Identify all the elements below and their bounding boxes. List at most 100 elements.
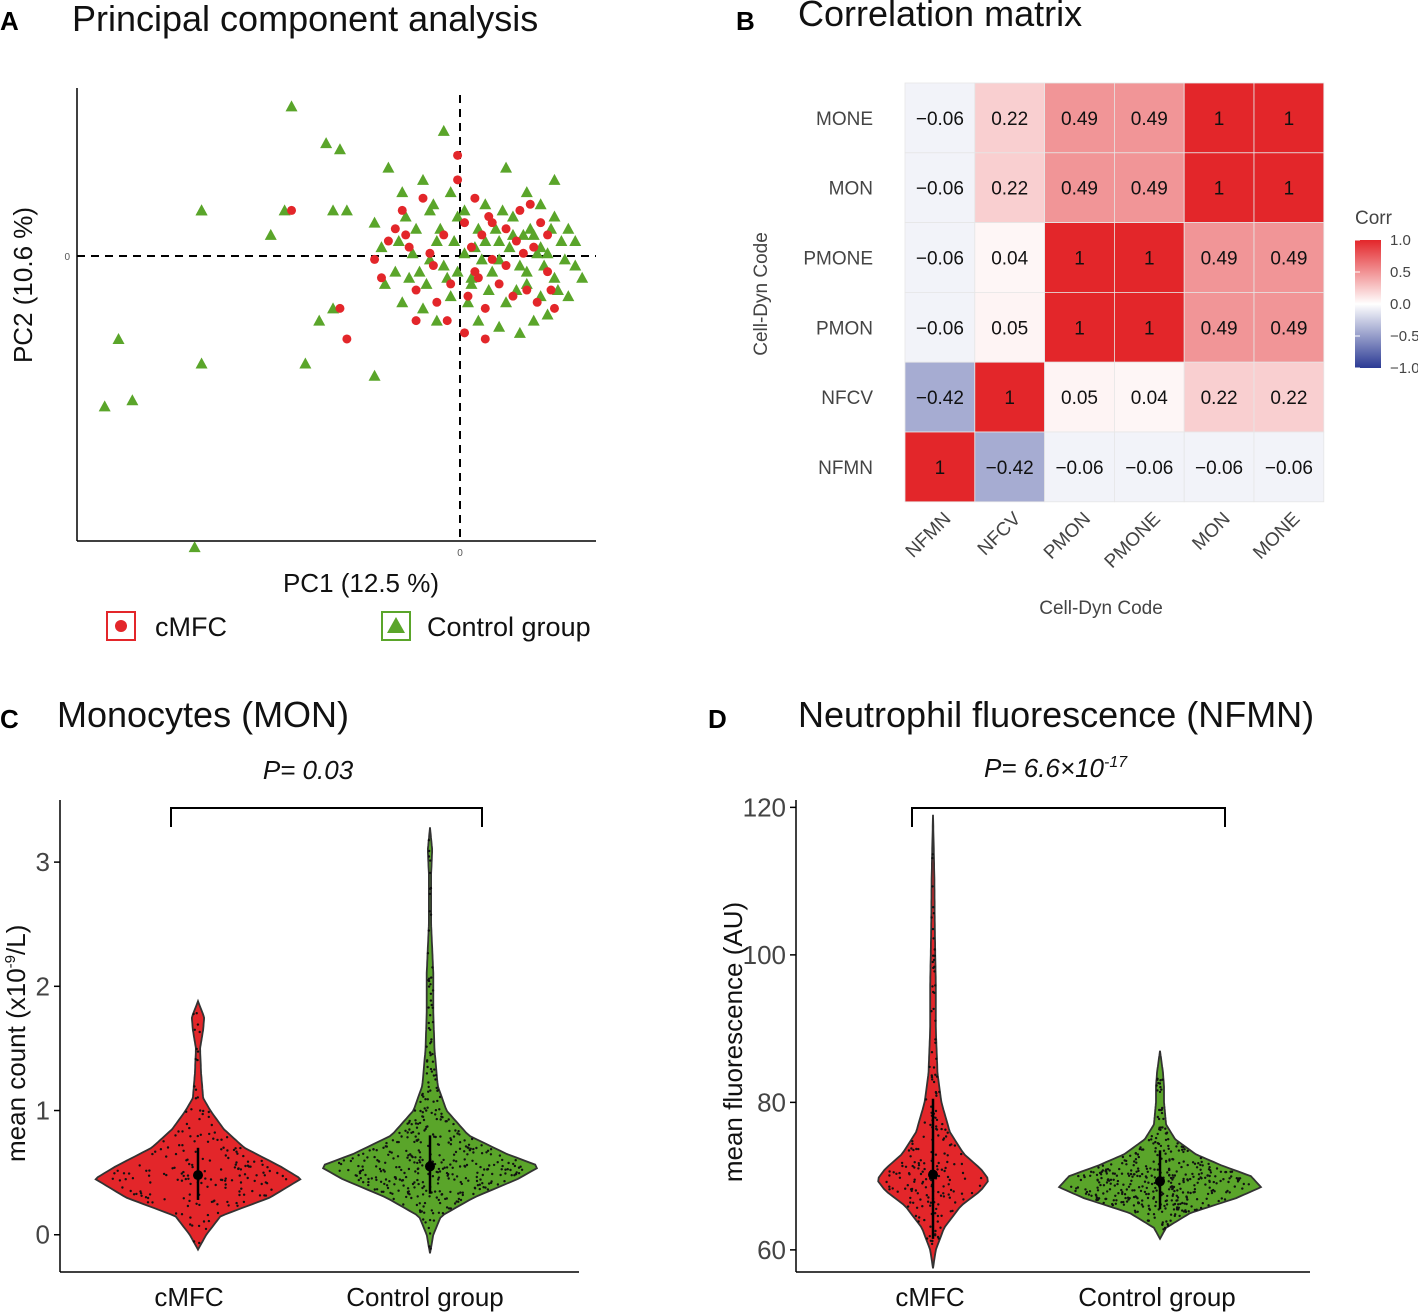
violin-dot	[1109, 1178, 1113, 1182]
violin-dot	[1136, 1167, 1140, 1170]
violin-dot	[928, 1065, 931, 1069]
violin-dot	[1164, 1132, 1168, 1135]
violin-dot	[487, 1182, 491, 1185]
violin-dot	[1183, 1148, 1186, 1151]
violin-dot	[944, 1135, 948, 1138]
violin-dot	[472, 1192, 475, 1196]
heatmap-cell-label: 0.49	[1201, 318, 1238, 339]
heatmap-row-label: MON	[829, 179, 873, 200]
pca-x-label: PC1 (12.5 %)	[283, 568, 439, 598]
heatmap-cell	[1253, 361, 1325, 433]
violin-dot	[415, 1126, 419, 1129]
violin-dot	[396, 1155, 400, 1158]
violin-dot	[1192, 1175, 1195, 1179]
violin-dot	[216, 1211, 220, 1215]
violin-dot	[934, 1038, 937, 1041]
violin-dot	[934, 984, 937, 987]
pca-point-cmfc	[532, 297, 542, 307]
violin-dot	[1159, 1079, 1162, 1082]
violin-dot	[506, 1168, 509, 1171]
violin-dot	[432, 1074, 436, 1077]
violin-dot	[374, 1176, 378, 1179]
violin-dot	[486, 1188, 490, 1191]
pca-point-cmfc	[529, 242, 539, 252]
violin-dot	[914, 1189, 918, 1192]
violin-dot	[942, 1137, 946, 1140]
violin-dot	[913, 1161, 916, 1164]
violin-dot	[440, 1193, 444, 1196]
violin-dot	[401, 1179, 405, 1182]
violin-dot	[1204, 1176, 1207, 1180]
violin-dot	[1159, 1085, 1162, 1089]
heatmap-cell	[974, 361, 1045, 433]
violin-dot	[1161, 1078, 1164, 1081]
violin-dot	[1154, 1136, 1158, 1140]
violin-dot	[377, 1160, 381, 1163]
violin-dot	[1132, 1204, 1136, 1207]
violin-dot	[1158, 1108, 1161, 1112]
violin-dot	[431, 1212, 435, 1215]
violin-dot	[1182, 1160, 1185, 1163]
violin-dot	[406, 1136, 409, 1139]
violin-dot	[428, 1051, 432, 1054]
mon-title: Monocytes (MON)	[57, 694, 349, 735]
violin-dot	[180, 1179, 184, 1182]
violin-dot	[154, 1150, 157, 1153]
violin-dot	[938, 1090, 941, 1094]
violin-dot	[362, 1181, 365, 1184]
heatmap-cell-label: 1	[1144, 249, 1155, 270]
violin-dot	[422, 1205, 425, 1208]
violin-dot	[936, 1168, 939, 1171]
violin-dot	[149, 1181, 152, 1184]
violin-dot	[934, 1116, 937, 1120]
heatmap-y-label: Cell-Dyn Code	[751, 232, 772, 356]
violin-dot	[953, 1144, 957, 1147]
violin-dot	[1163, 1204, 1166, 1208]
pca-point-cmfc	[501, 224, 511, 234]
violin-dot	[443, 1166, 446, 1169]
violin-dot	[1219, 1179, 1222, 1183]
violin-dot	[432, 1100, 435, 1103]
heatmap-cell-label: 0.49	[1201, 249, 1238, 270]
violin-dot	[1229, 1170, 1232, 1174]
violin-dot	[934, 1229, 937, 1233]
violin-dot	[367, 1183, 370, 1187]
violin-dot	[1122, 1183, 1125, 1186]
violin-dot	[384, 1161, 387, 1165]
violin-dot	[942, 1185, 945, 1188]
heatmap-cell-label: −0.06	[1265, 458, 1313, 479]
violin-control	[1057, 1050, 1263, 1241]
violin-dot	[388, 1180, 391, 1183]
violin-dot	[189, 1223, 192, 1226]
violin-dot	[434, 1074, 438, 1077]
violin-dot	[424, 1221, 427, 1224]
panel-letter-a: A	[0, 6, 19, 36]
violin-dot	[129, 1189, 132, 1193]
violin-dot	[476, 1184, 480, 1187]
violin-dot	[1137, 1186, 1141, 1189]
pca-point-control	[396, 296, 409, 308]
violin-dot	[1121, 1155, 1125, 1159]
violin-dot	[449, 1190, 452, 1194]
nfmn-x-label-control: Control group	[1078, 1282, 1236, 1312]
violin-median	[425, 1161, 435, 1172]
violin-dot	[1201, 1202, 1205, 1205]
violin-dot	[950, 1143, 953, 1146]
violin-dot	[434, 1109, 438, 1112]
panel-d: D Neutrophil fluorescence (NFMN) P= 6.6×…	[708, 694, 1314, 1312]
violin-dot	[1164, 1207, 1167, 1210]
heatmap-cell	[904, 82, 976, 154]
violin-dot	[428, 1245, 431, 1248]
violin-dot	[946, 1131, 949, 1134]
violin-dot	[1099, 1183, 1102, 1187]
violin-dot	[435, 1117, 438, 1121]
violin-dot	[238, 1193, 241, 1197]
violin-dot	[177, 1130, 180, 1133]
violin-dot	[1193, 1188, 1197, 1191]
violin-dot	[1141, 1199, 1144, 1202]
violin-dot	[1150, 1182, 1154, 1186]
violin-dot	[362, 1152, 365, 1156]
violin-dot	[407, 1121, 411, 1124]
violin-dot	[1179, 1202, 1182, 1206]
pca-point-control	[562, 290, 575, 302]
